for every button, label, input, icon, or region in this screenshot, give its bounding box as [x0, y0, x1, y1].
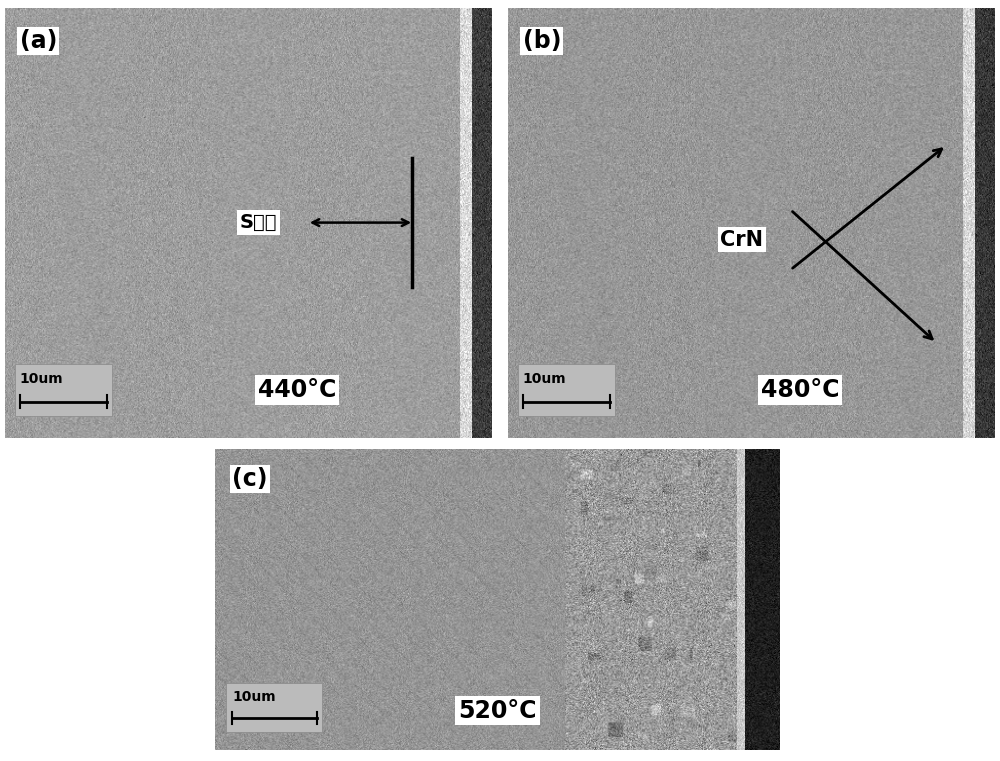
Text: (a): (a) — [20, 29, 57, 53]
Bar — [226, 683, 322, 731]
Text: 520°C: 520°C — [458, 699, 537, 722]
Bar — [518, 365, 615, 416]
Text: S相层: S相层 — [239, 213, 277, 232]
Text: (b): (b) — [523, 29, 561, 53]
Text: 10um: 10um — [523, 372, 566, 386]
Text: (c): (c) — [232, 467, 267, 491]
Text: 440°C: 440°C — [258, 378, 336, 403]
Text: CrN: CrN — [720, 230, 763, 250]
Bar — [15, 365, 112, 416]
Text: 10um: 10um — [20, 372, 63, 386]
Text: 480°C: 480°C — [761, 378, 839, 403]
Text: 10um: 10um — [232, 690, 276, 704]
